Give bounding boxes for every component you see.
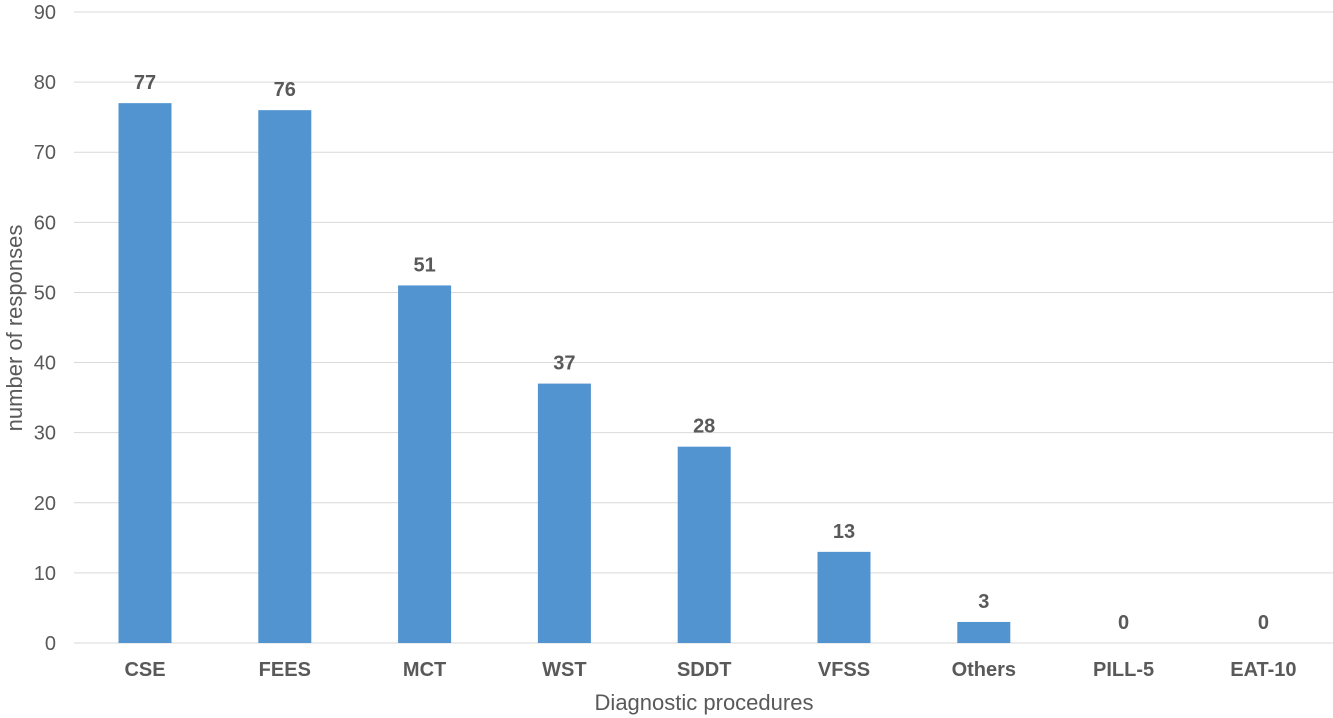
y-axis-title: number of responses <box>2 225 27 432</box>
x-tick-label: WST <box>542 659 586 681</box>
y-tick-label: 60 <box>34 212 56 234</box>
bar <box>677 446 731 643</box>
data-label: 77 <box>134 72 156 94</box>
data-labels: 77 76 51 37 28 13 3 0 0 <box>134 72 1269 634</box>
x-tick-label: CSE <box>124 659 165 681</box>
bar <box>258 110 312 643</box>
bars <box>118 103 1011 643</box>
x-tick-label: FEES <box>259 659 311 681</box>
x-axis-category-labels: CSE FEES MCT WST SDDT VFSS Others PILL-5 EAT-10 <box>124 659 1296 681</box>
x-tick-label: MCT <box>403 659 446 681</box>
bar <box>817 551 871 643</box>
bar <box>957 621 1011 643</box>
y-tick-label: 70 <box>34 142 56 164</box>
x-tick-label: VFSS <box>818 659 870 681</box>
y-tick-label: 20 <box>34 493 56 515</box>
x-tick-label: SDDT <box>677 659 731 681</box>
bar <box>398 285 452 643</box>
y-tick-label: 10 <box>34 563 56 585</box>
y-tick-label: 30 <box>34 423 56 445</box>
data-label: 76 <box>274 79 296 101</box>
x-tick-label: EAT-10 <box>1230 659 1296 681</box>
y-tick-label: 80 <box>34 72 56 94</box>
y-axis-tick-labels: 0 10 20 30 40 50 60 70 80 90 <box>34 2 56 655</box>
x-tick-label: Others <box>952 659 1016 681</box>
y-tick-label: 0 <box>45 633 56 655</box>
data-label: 0 <box>1258 612 1269 634</box>
data-label: 51 <box>413 254 435 276</box>
data-label: 37 <box>553 353 575 375</box>
data-label: 0 <box>1118 612 1129 634</box>
bar <box>118 103 172 643</box>
data-label: 3 <box>978 591 989 613</box>
y-tick-label: 90 <box>34 2 56 24</box>
data-label: 13 <box>833 521 855 543</box>
data-label: 28 <box>693 416 715 438</box>
y-tick-label: 50 <box>34 282 56 304</box>
y-tick-label: 40 <box>34 353 56 375</box>
x-tick-label: PILL-5 <box>1093 659 1154 681</box>
x-axis-title: Diagnostic procedures <box>595 690 814 715</box>
bar <box>537 383 591 643</box>
